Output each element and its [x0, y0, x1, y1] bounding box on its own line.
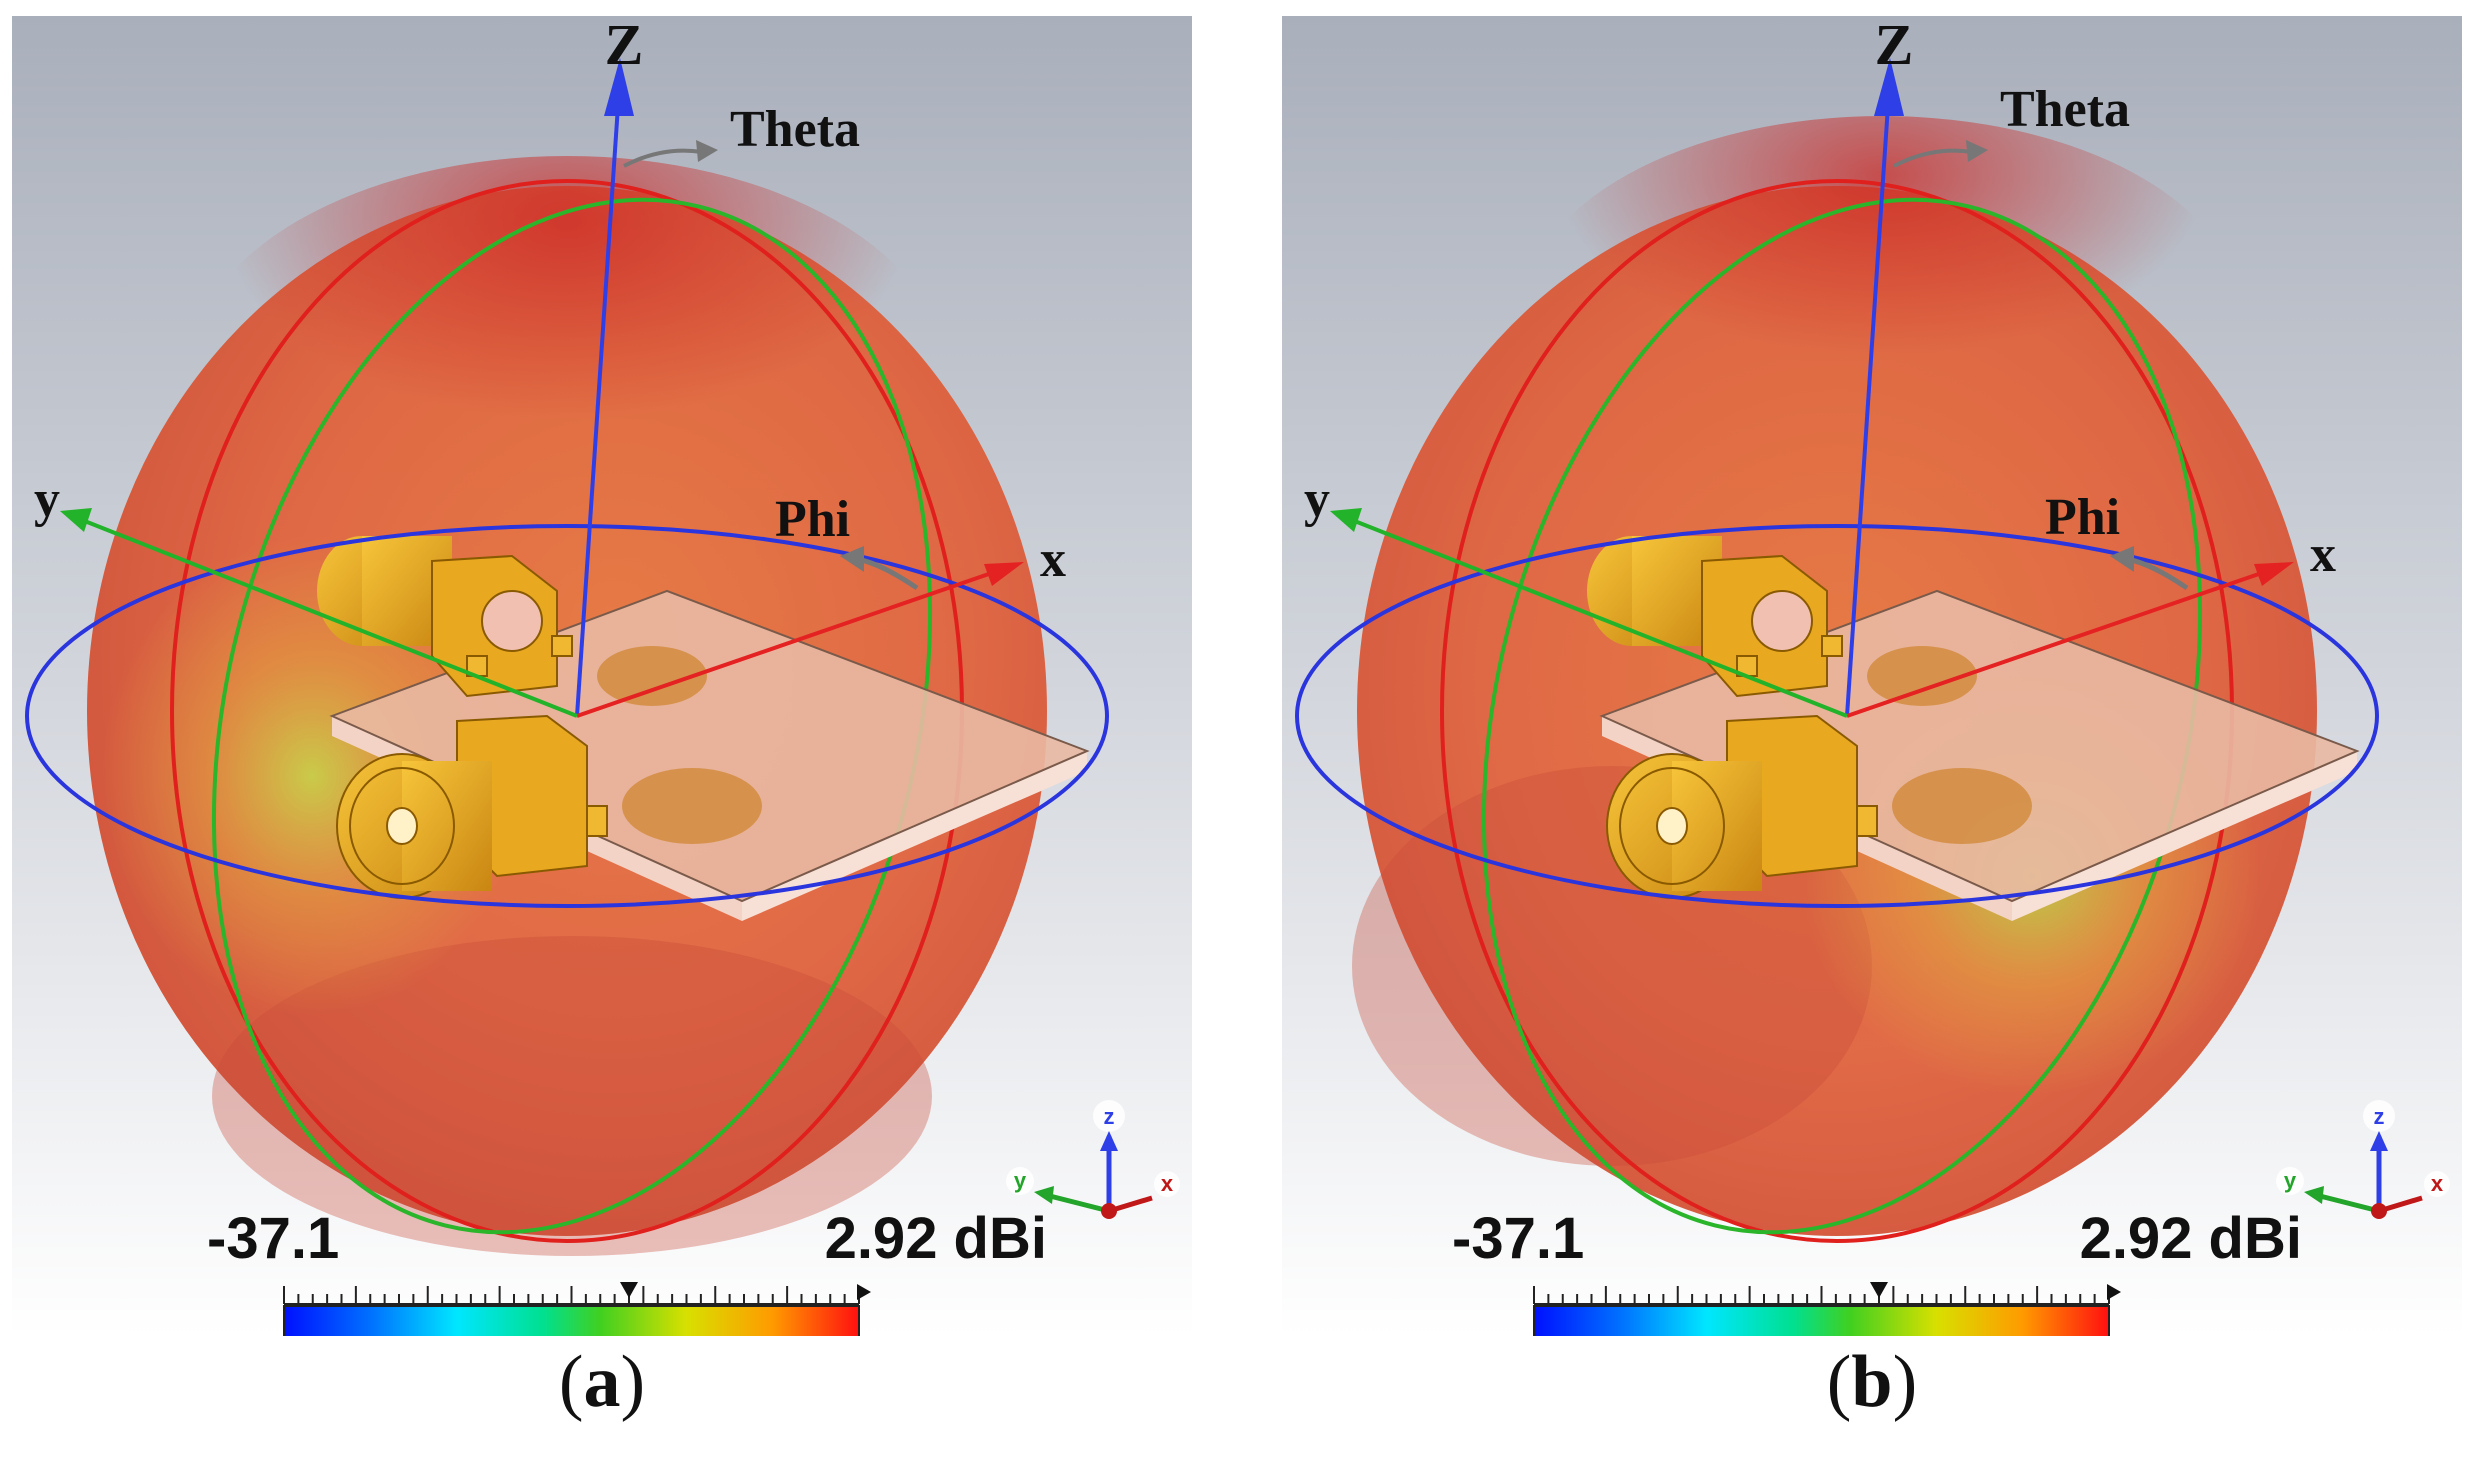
theta-arc — [1893, 148, 1973, 168]
x-axis-label: x — [2310, 526, 2336, 583]
triad-y-label: y — [1014, 1168, 1027, 1193]
phi-arrowhead — [2110, 546, 2134, 572]
scale-max-label: 2.92 dBi — [825, 1206, 1047, 1271]
z-arrowhead — [1874, 58, 1904, 116]
x-arrowhead — [2254, 562, 2294, 586]
scale-end-arrow — [857, 1284, 871, 1300]
color-scale: -37.1 2.92 dBi — [207, 1206, 1047, 1336]
phi-arrowhead — [840, 546, 864, 572]
scale-max-label: 2.92 dBi — [2080, 1206, 2302, 1271]
radiation-pattern-view-b: Z Theta Phi x y z x y -37.1 2.92 dBi — [1282, 16, 2462, 1336]
radiation-pattern-view-a: Z Theta Phi x y z x y -37.1 2.92 dBi — [12, 16, 1192, 1336]
x-axis — [1846, 564, 2283, 718]
z-axis-label: Z — [605, 16, 644, 77]
caption-letter: b — [1851, 1341, 1893, 1423]
x-axis-label: x — [1040, 531, 1066, 588]
coordinate-axes: Z Theta Phi x y — [1304, 16, 2336, 718]
caption-letter: a — [583, 1341, 621, 1423]
color-scale: -37.1 2.92 dBi — [1452, 1206, 2302, 1336]
antenna-model — [1587, 536, 2360, 921]
theta-label: Theta — [2000, 81, 2130, 138]
horizontal-blue-circle — [1295, 524, 2379, 908]
triad-y-label: y — [2284, 1168, 2297, 1193]
scale-min-label: -37.1 — [207, 1206, 339, 1271]
y-axis — [1341, 514, 1848, 718]
y-axis-label: y — [1304, 471, 1330, 528]
triad-z-label: z — [1104, 1104, 1115, 1129]
triad-z-label: z — [2374, 1104, 2385, 1129]
caption-b: (b) — [1826, 1341, 1918, 1423]
triad-x-label: x — [2431, 1171, 2444, 1196]
scale-gradient-bar — [283, 1305, 860, 1336]
scale-min-label: -37.1 — [1452, 1206, 1584, 1271]
z-axis — [1845, 75, 1892, 717]
y-axis — [71, 514, 578, 718]
orientation-triad: z x y — [1006, 1100, 1180, 1219]
triad-x-label: x — [1161, 1171, 1174, 1196]
panel-b: Z Theta Phi x y z x y -37.1 2.92 dBi — [1282, 16, 2462, 1336]
horizontal-blue-circle — [25, 524, 1109, 908]
y-arrowhead — [1330, 508, 1362, 532]
scale-end-arrow — [2107, 1284, 2121, 1300]
scale-ticks — [283, 1284, 871, 1305]
x-axis — [576, 564, 1013, 718]
caption-a: (a) — [558, 1341, 646, 1423]
scale-marker — [620, 1282, 638, 1298]
z-arrowhead — [604, 58, 634, 116]
panel-a: Z Theta Phi x y z x y -37.1 2.92 dBi — [12, 16, 1192, 1336]
scale-ticks — [1533, 1284, 2121, 1305]
y-axis-label: y — [34, 471, 60, 528]
theta-label: Theta — [730, 101, 860, 158]
theta-arc — [623, 148, 703, 168]
scale-marker — [1870, 1282, 1888, 1298]
theta-arrowhead — [1966, 140, 1988, 162]
scale-gradient-bar — [1533, 1305, 2110, 1336]
theta-arrowhead — [696, 140, 718, 162]
z-axis-label: Z — [1875, 16, 1914, 77]
coordinate-axes: Z Theta Phi x y — [34, 16, 1066, 718]
z-axis — [575, 75, 622, 717]
orientation-triad: z x y — [2276, 1100, 2450, 1219]
antenna-model — [317, 536, 1090, 921]
x-arrowhead — [984, 562, 1024, 586]
phi-label: Phi — [775, 491, 850, 548]
y-arrowhead — [60, 508, 92, 532]
phi-label: Phi — [2045, 489, 2120, 546]
